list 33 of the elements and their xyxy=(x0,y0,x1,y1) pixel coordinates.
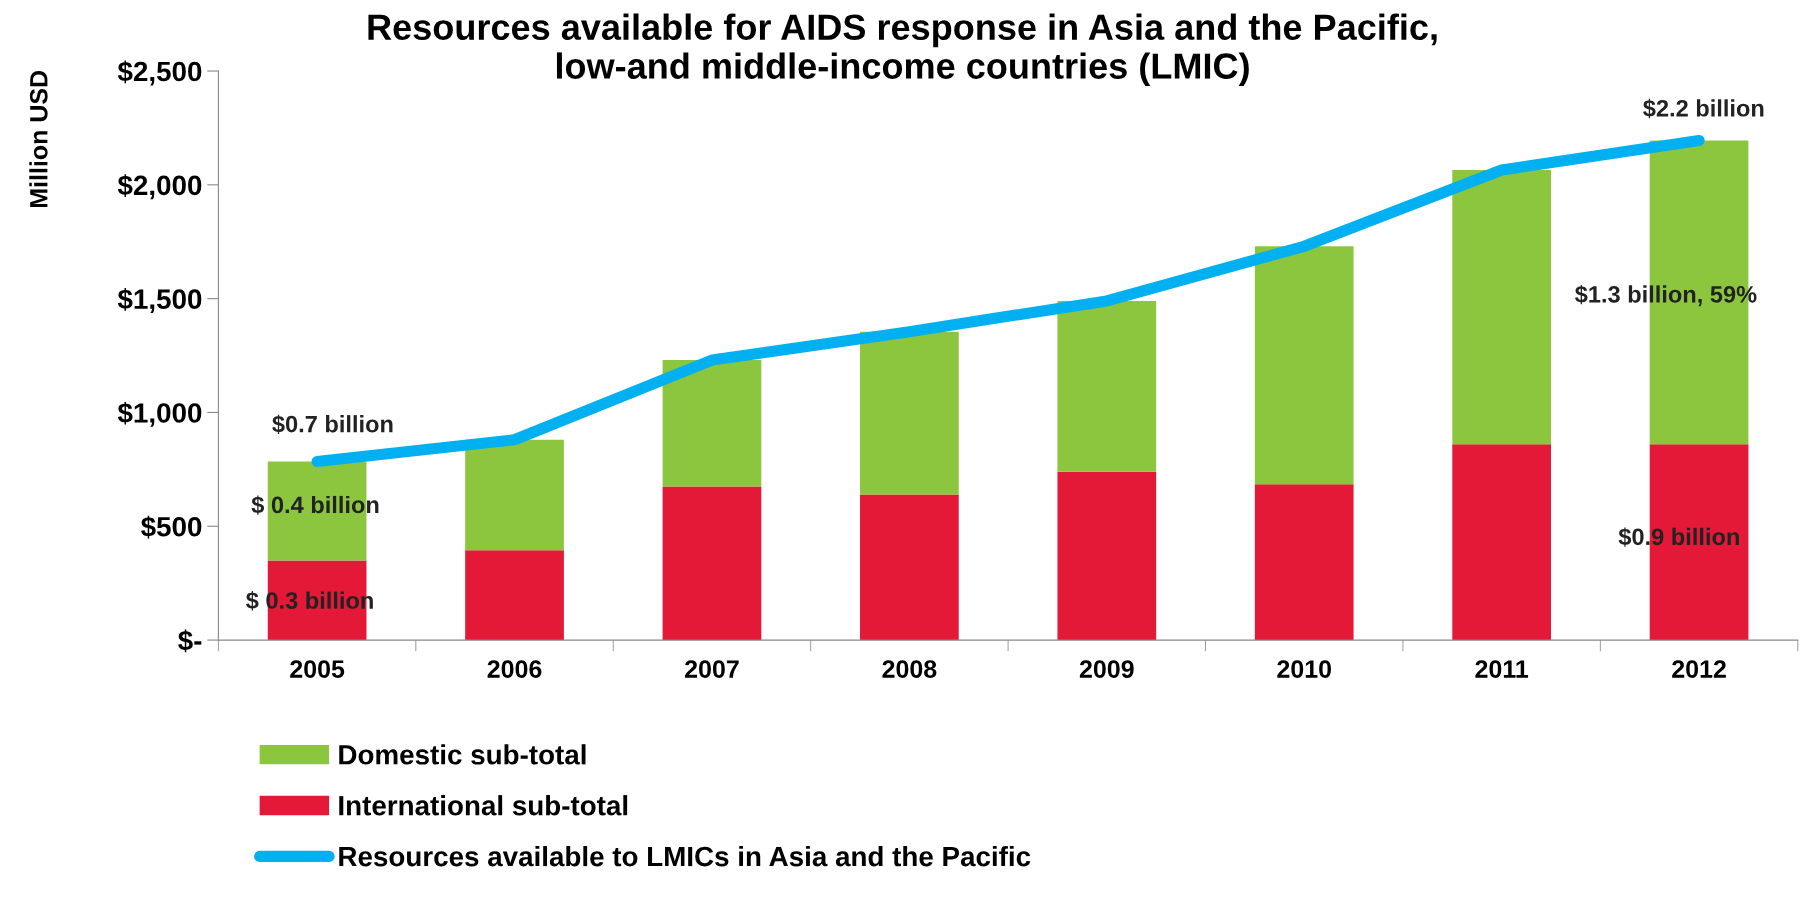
bar xyxy=(662,486,762,641)
y-tick-label: $500 xyxy=(141,515,202,539)
bar xyxy=(1057,471,1157,641)
x-tick-label: 2011 xyxy=(1475,660,1529,678)
x-tick-label: 2010 xyxy=(1277,660,1332,678)
bar xyxy=(1254,484,1354,641)
bar xyxy=(860,331,959,495)
bar xyxy=(465,439,564,551)
chart-title: Resources available for AIDS response in Asia and the Pacific, low-and middle-income countries (LMIC) xyxy=(368,13,1437,87)
annotation: $2.2 billion xyxy=(1643,98,1764,119)
x-tick-label: 2005 xyxy=(290,660,345,678)
annotation: $0.7 billion xyxy=(272,414,393,434)
legend-label: Domestic sub-total xyxy=(339,744,586,765)
bar xyxy=(465,550,564,641)
x-tick-label: 2009 xyxy=(1079,660,1134,678)
y-tick-label: $1,500 xyxy=(117,288,202,314)
bar xyxy=(1254,246,1354,485)
x-tick-label: 2008 xyxy=(882,660,937,678)
x-tick-label: 2007 xyxy=(685,660,739,678)
y-tick-label: $2,000 xyxy=(117,174,202,200)
x-tick-label: 2006 xyxy=(487,660,542,678)
y-axis-title: Million USD xyxy=(29,70,48,208)
y-tick-label: $2,500 xyxy=(117,60,202,86)
bar xyxy=(662,360,762,487)
bar xyxy=(1452,170,1551,445)
legend-label: International sub-total xyxy=(339,795,628,816)
bar xyxy=(1057,300,1157,472)
legend-label: Resources available to LMICs in Asia and the Pacific xyxy=(339,845,1031,867)
x-tick-label: 2012 xyxy=(1672,660,1726,678)
y-tick-label: $1,000 xyxy=(117,401,202,427)
bar xyxy=(860,494,959,641)
bar xyxy=(1452,444,1551,641)
y-tick-label: $- xyxy=(178,629,202,653)
